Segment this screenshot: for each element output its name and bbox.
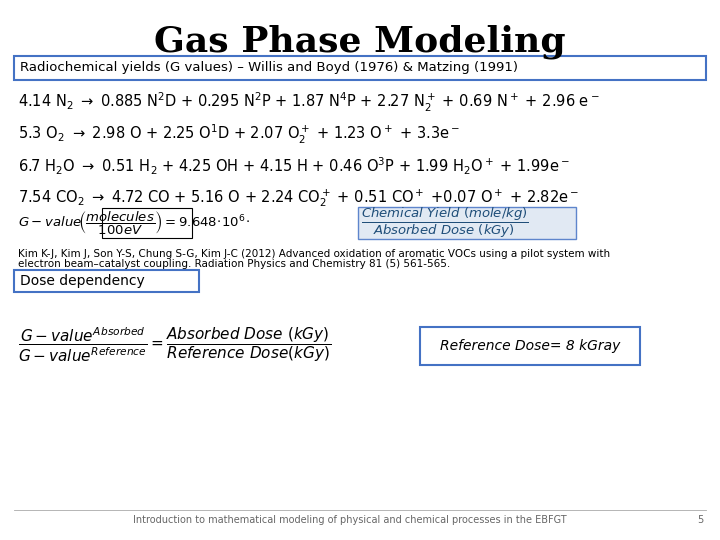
Text: Dose dependency: Dose dependency xyxy=(20,274,145,288)
Text: 6.7 H$_2$O $\rightarrow$ 0.51 H$_2$ + 4.25 OH + 4.15 H + 0.46 O$^3$P + 1.99 H$_2: 6.7 H$_2$O $\rightarrow$ 0.51 H$_2$ + 4.… xyxy=(18,156,570,177)
Text: 4.14 N$_2$ $\rightarrow$ 0.885 N$^2$D + 0.295 N$^2$P + 1.87 N$^4$P + 2.27 N$_2^+: 4.14 N$_2$ $\rightarrow$ 0.885 N$^2$D + … xyxy=(18,90,600,113)
Text: Reference Dose= 8 kGray: Reference Dose= 8 kGray xyxy=(440,339,620,353)
Text: 5: 5 xyxy=(697,515,703,525)
FancyBboxPatch shape xyxy=(14,56,706,80)
FancyBboxPatch shape xyxy=(358,207,576,239)
Text: $\dfrac{G-value^{Absorbed}}{G-value^{Reference}}$$ = \dfrac{Absorbed\ Dose\ (kGy: $\dfrac{G-value^{Absorbed}}{G-value^{Ref… xyxy=(18,326,331,365)
Text: electron beam–catalyst coupling. Radiation Physics and Chemistry 81 (5) 561-565.: electron beam–catalyst coupling. Radiati… xyxy=(18,259,450,269)
Text: Radiochemical yields (G values) – Willis and Boyd (1976) & Matzing (1991): Radiochemical yields (G values) – Willis… xyxy=(20,62,518,75)
FancyBboxPatch shape xyxy=(14,270,199,292)
FancyBboxPatch shape xyxy=(420,327,640,365)
FancyBboxPatch shape xyxy=(102,208,192,238)
Text: $\dfrac{Chemical\ Yield\ (mole/kg)}{Absorbed\ Dose\ (kGy)}$: $\dfrac{Chemical\ Yield\ (mole/kg)}{Abso… xyxy=(361,206,528,240)
Text: 5.3 O$_2$ $\rightarrow$ 2.98 O + 2.25 O$^1$D + 2.07 O$_2^+$ + 1.23 O$^+$ + 3.3e$: 5.3 O$_2$ $\rightarrow$ 2.98 O + 2.25 O$… xyxy=(18,123,460,146)
Text: Gas Phase Modeling: Gas Phase Modeling xyxy=(154,25,566,59)
Text: Kim K-J, Kim J, Son Y-S, Chung S-G, Kim J-C (2012) Advanced oxidation of aromati: Kim K-J, Kim J, Son Y-S, Chung S-G, Kim … xyxy=(18,249,610,259)
Text: 7.54 CO$_2$ $\rightarrow$ 4.72 CO + 5.16 O + 2.24 CO$_2^+$ + 0.51 CO$^+$ +0.07 O: 7.54 CO$_2$ $\rightarrow$ 4.72 CO + 5.16… xyxy=(18,187,579,209)
Text: $G-value\!\left(\dfrac{molecules}{100eV}\right) = 9.648\!\cdot\!10^6\!\cdot\!$: $G-value\!\left(\dfrac{molecules}{100eV}… xyxy=(18,210,250,237)
Text: Introduction to mathematical modeling of physical and chemical processes in the : Introduction to mathematical modeling of… xyxy=(133,515,567,525)
